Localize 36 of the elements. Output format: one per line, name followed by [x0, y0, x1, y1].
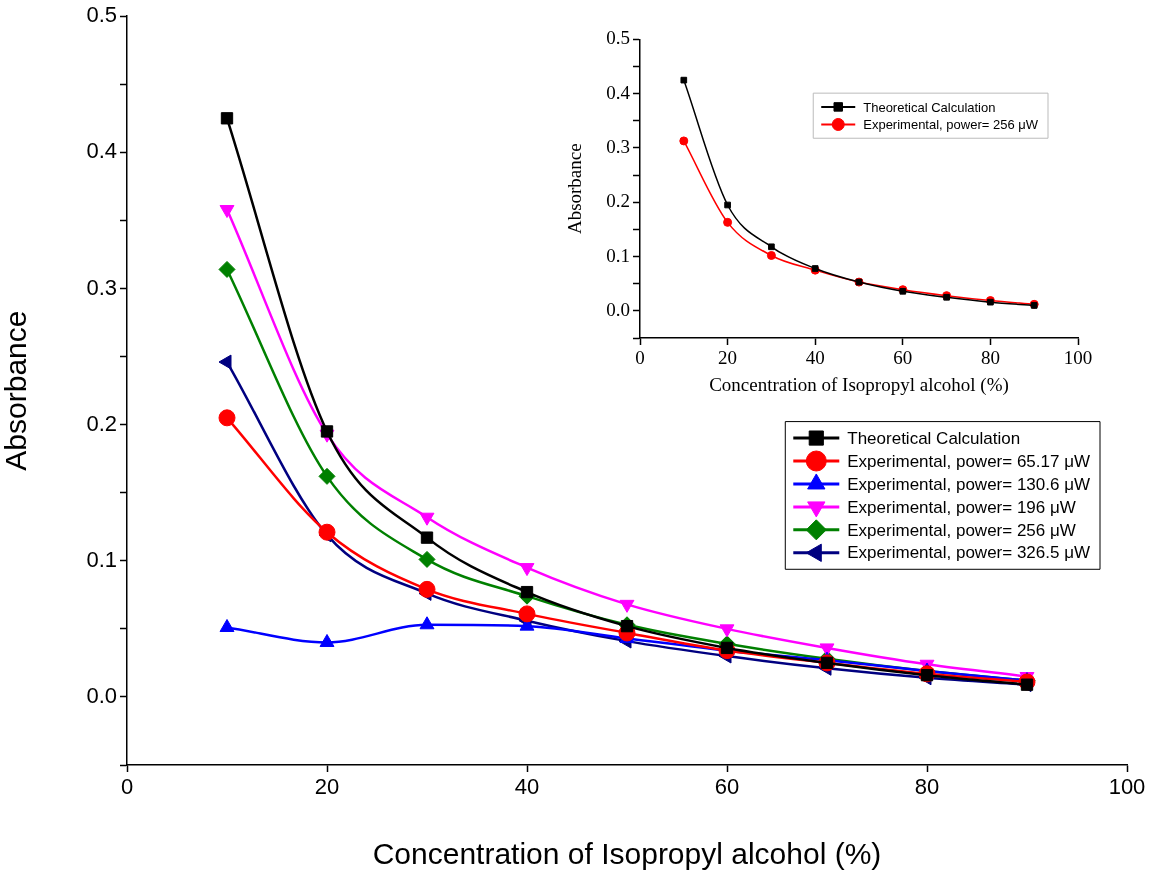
y-tick-label: 0.5	[86, 2, 117, 28]
x-tick-label: 100	[1108, 774, 1146, 800]
x-tick-label: 60	[714, 774, 740, 800]
legend-label: Experimental, power= 256 μW	[863, 117, 1039, 133]
y-tick-label: 0.4	[606, 81, 631, 103]
legend-label: Theoretical Calculation	[847, 428, 1021, 448]
y-tick-label: 0.1	[606, 244, 630, 266]
legend-label: Experimental, power= 256 μW	[847, 520, 1076, 540]
y-tick-label: 0.0	[86, 682, 117, 708]
x-tick-label: 80	[980, 347, 1000, 369]
y-axis-title: Absorbance	[564, 143, 586, 235]
legend-label: Experimental, power= 326.5 μW	[847, 543, 1090, 563]
x-tick-label: 20	[314, 774, 340, 800]
x-tick-label: 60	[893, 347, 913, 369]
y-tick-label: 0.1	[86, 546, 117, 572]
x-axis-title: Concentration of Isopropyl alcohol (%)	[372, 837, 882, 871]
x-tick-label: 0	[120, 774, 134, 800]
legend-label: Experimental, power= 130.6 μW	[847, 474, 1090, 494]
y-tick-label: 0.5	[606, 27, 630, 49]
x-tick-label: 80	[914, 774, 940, 800]
legend-label: Theoretical Calculation	[863, 99, 996, 115]
y-axis-title: Absorbance	[0, 310, 33, 471]
y-tick-label: 0.0	[606, 298, 630, 320]
y-tick-label: 0.4	[86, 138, 117, 164]
y-tick-label: 0.2	[606, 190, 630, 212]
y-tick-label: 0.2	[86, 410, 117, 436]
y-tick-label: 0.3	[86, 274, 117, 300]
y-tick-label: 0.3	[606, 135, 630, 157]
x-tick-label: 20	[718, 347, 738, 369]
x-tick-label: 0	[635, 347, 645, 369]
legend-label: Experimental, power= 196 μW	[847, 497, 1076, 517]
x-tick-label: 40	[514, 774, 540, 800]
x-axis-title: Concentration of Isopropyl alcohol (%)	[709, 373, 1009, 396]
legend-label: Experimental, power= 65.17 μW	[847, 451, 1090, 471]
x-tick-label: 40	[805, 347, 825, 369]
x-tick-label: 100	[1063, 347, 1093, 369]
